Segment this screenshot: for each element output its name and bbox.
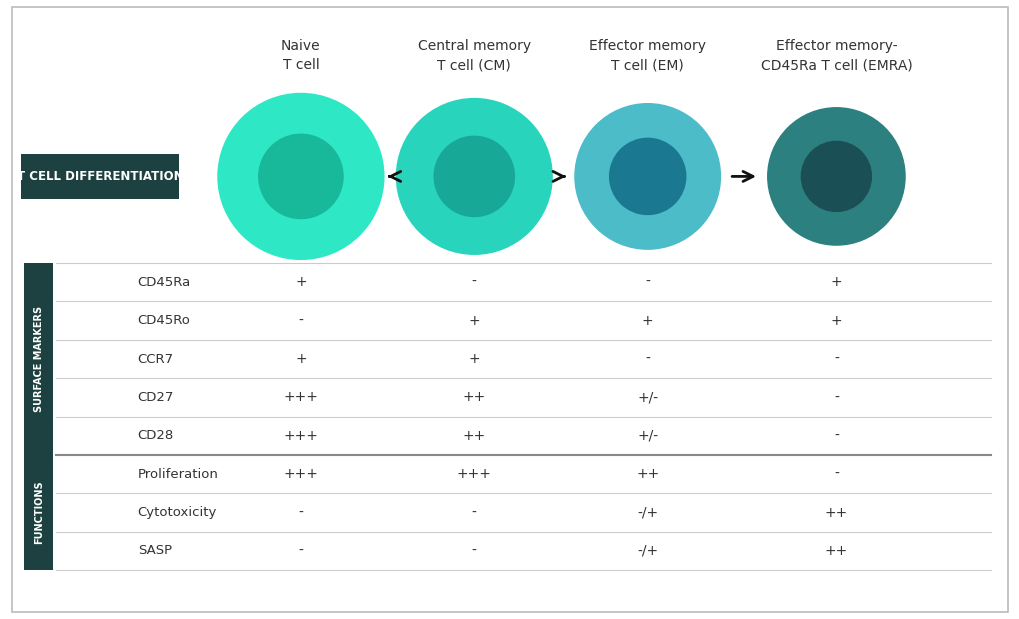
Text: -: - bbox=[834, 391, 838, 404]
Text: ++: ++ bbox=[824, 544, 847, 558]
Text: +++: +++ bbox=[457, 467, 491, 481]
Text: +: + bbox=[641, 314, 653, 327]
Text: +: + bbox=[294, 275, 307, 289]
Ellipse shape bbox=[574, 103, 720, 250]
Text: CD45Ro: CD45Ro bbox=[138, 314, 191, 327]
Ellipse shape bbox=[433, 136, 515, 217]
Text: ++: ++ bbox=[463, 391, 485, 404]
Text: CD45Ra: CD45Ra bbox=[138, 275, 191, 289]
Text: Naive
T cell: Naive T cell bbox=[281, 39, 320, 72]
Text: +/-: +/- bbox=[637, 391, 657, 404]
Text: CCR7: CCR7 bbox=[138, 352, 173, 366]
Text: -: - bbox=[645, 352, 649, 366]
Text: CD27: CD27 bbox=[138, 391, 174, 404]
Text: Proliferation: Proliferation bbox=[138, 467, 218, 481]
Text: -: - bbox=[834, 352, 838, 366]
FancyBboxPatch shape bbox=[24, 263, 53, 455]
Text: CD28: CD28 bbox=[138, 429, 174, 443]
Text: -: - bbox=[472, 506, 476, 519]
Text: ++: ++ bbox=[463, 429, 485, 443]
Text: ++: ++ bbox=[636, 467, 658, 481]
Text: Effector memory-
CD45Ra T cell (EMRA): Effector memory- CD45Ra T cell (EMRA) bbox=[760, 39, 911, 72]
FancyBboxPatch shape bbox=[24, 455, 53, 570]
Text: -: - bbox=[472, 275, 476, 289]
Text: -: - bbox=[299, 506, 303, 519]
Text: -: - bbox=[472, 544, 476, 558]
Text: FUNCTIONS: FUNCTIONS bbox=[34, 481, 44, 544]
Text: T CELL DIFFERENTIATION: T CELL DIFFERENTIATION bbox=[16, 170, 183, 183]
Text: -: - bbox=[645, 275, 649, 289]
Text: ++: ++ bbox=[824, 506, 847, 519]
Text: Effector memory
T cell (EM): Effector memory T cell (EM) bbox=[589, 39, 705, 72]
Text: -: - bbox=[299, 314, 303, 327]
Ellipse shape bbox=[608, 137, 686, 215]
Ellipse shape bbox=[258, 134, 343, 219]
Text: Central memory
T cell (CM): Central memory T cell (CM) bbox=[418, 39, 530, 72]
Text: -: - bbox=[834, 429, 838, 443]
Text: +: + bbox=[468, 352, 480, 366]
Text: SURFACE MARKERS: SURFACE MARKERS bbox=[34, 306, 44, 412]
Text: +/-: +/- bbox=[637, 429, 657, 443]
Text: -: - bbox=[299, 544, 303, 558]
Ellipse shape bbox=[217, 93, 384, 260]
Ellipse shape bbox=[395, 98, 552, 255]
Text: +: + bbox=[294, 352, 307, 366]
Text: +: + bbox=[829, 314, 842, 327]
Text: +++: +++ bbox=[283, 391, 318, 404]
Text: -/+: -/+ bbox=[637, 506, 657, 519]
Text: +: + bbox=[829, 275, 842, 289]
Ellipse shape bbox=[800, 141, 871, 212]
FancyBboxPatch shape bbox=[21, 154, 179, 199]
Text: +++: +++ bbox=[283, 429, 318, 443]
Text: +: + bbox=[468, 314, 480, 327]
Text: -/+: -/+ bbox=[637, 544, 657, 558]
Text: +++: +++ bbox=[283, 467, 318, 481]
Text: SASP: SASP bbox=[138, 544, 171, 558]
Ellipse shape bbox=[766, 107, 905, 246]
Text: -: - bbox=[834, 467, 838, 481]
Text: Cytotoxicity: Cytotoxicity bbox=[138, 506, 217, 519]
